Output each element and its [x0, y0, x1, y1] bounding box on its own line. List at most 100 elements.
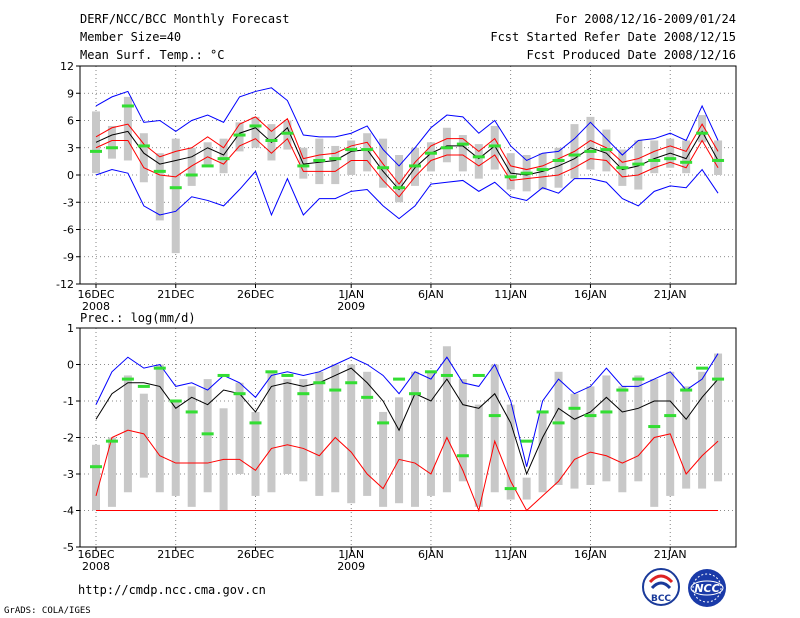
ensemble-box	[219, 138, 228, 174]
y-tick-label: 1	[67, 322, 74, 335]
ensemble-box	[315, 371, 324, 496]
ensemble-box	[522, 477, 531, 500]
observation-marker	[313, 158, 326, 162]
x-tick-year-label: 2009	[337, 300, 365, 313]
source-url[interactable]: http://cmdp.ncc.cma.gov.cn	[78, 583, 266, 597]
ncc-logo: NCC	[688, 569, 726, 607]
observation-marker	[409, 392, 421, 396]
ensemble-box	[698, 115, 707, 143]
y-tick-label: -6	[63, 224, 74, 237]
observation-marker	[424, 370, 437, 374]
ensemble-box	[139, 393, 148, 478]
observation-marker	[217, 373, 230, 377]
plot-frame	[79, 327, 737, 548]
ensemble-box	[554, 147, 563, 188]
ensemble-box	[187, 147, 196, 186]
observation-marker	[409, 164, 421, 168]
observation-marker	[377, 421, 390, 425]
observation-marker	[393, 186, 406, 190]
observation-marker	[536, 410, 549, 414]
ensemble-box	[107, 125, 116, 159]
ensemble-box	[139, 133, 148, 183]
observation-marker	[281, 131, 294, 135]
ensemble-box	[426, 142, 435, 172]
ensemble-box	[618, 386, 627, 493]
observation-marker	[600, 148, 613, 152]
ensemble-box	[267, 371, 276, 493]
observation-marker	[265, 370, 278, 374]
observation-marker	[584, 414, 597, 418]
y-tick-label: -4	[63, 505, 74, 518]
x-tick-label: 16JAN	[574, 548, 607, 561]
ensemble-box	[442, 127, 451, 163]
observation-marker	[90, 149, 102, 153]
y-tick-label: -9	[63, 251, 74, 264]
x-tick-label: 16JAN	[574, 288, 607, 301]
plot-frame	[79, 65, 737, 285]
observation-marker	[712, 158, 725, 162]
y-tick-label: -5	[63, 541, 74, 554]
x-tick-label: 26DEC	[237, 548, 274, 561]
ensemble-box	[235, 382, 244, 474]
observation-marker	[153, 169, 166, 173]
ensemble-box	[570, 393, 579, 489]
x-tick-label: 6JAN	[418, 288, 444, 301]
observation-marker	[105, 146, 118, 150]
ensemble-box	[155, 153, 164, 221]
observation-marker	[456, 454, 469, 458]
observation-marker	[185, 173, 198, 177]
observation-marker	[664, 157, 677, 161]
ensemble-box	[363, 371, 372, 496]
ensemble-box	[682, 140, 691, 174]
observation-marker	[137, 144, 150, 148]
ensemble-box	[123, 96, 132, 161]
bcc-logo-text: BCC	[651, 594, 671, 604]
ensemble-box	[123, 375, 132, 493]
x-tick-label: 1JAN	[338, 548, 364, 561]
ensemble-box	[395, 155, 404, 203]
precipitation-title: Prec.: log(mm/d)	[80, 311, 196, 325]
observation-marker	[696, 131, 709, 135]
observation-marker	[233, 133, 246, 137]
ensemble-box	[586, 386, 595, 485]
observation-marker	[377, 166, 390, 170]
forecast-period: For 2008/12/16-2009/01/24	[555, 12, 736, 26]
observation-marker	[616, 388, 629, 392]
ensemble-box	[171, 138, 180, 254]
ensemble-box	[235, 122, 244, 152]
x-tick-label: 21DEC	[157, 288, 194, 301]
ensemble-box	[426, 371, 435, 496]
y-tick-label: 12	[60, 60, 74, 73]
observation-marker	[185, 410, 198, 414]
observation-marker	[345, 381, 358, 385]
ensemble-box	[171, 401, 180, 496]
observation-marker	[297, 164, 310, 168]
ensemble-box	[92, 444, 100, 511]
observation-marker	[440, 146, 453, 150]
observation-marker	[568, 153, 581, 157]
observation-marker	[456, 142, 469, 146]
ensemble-box	[506, 404, 515, 500]
member-size: Member Size=40	[80, 30, 182, 44]
y-tick-label: -2	[63, 432, 74, 445]
chart-title: DERF/NCC/BCC Monthly Forecast	[80, 12, 290, 26]
max-envelope-line	[95, 87, 719, 167]
observation-marker	[664, 414, 677, 418]
lower-percentile-line	[95, 429, 719, 513]
ensemble-box	[490, 125, 499, 170]
observation-marker	[600, 410, 613, 414]
ensemble-box	[379, 138, 388, 188]
observation-marker	[504, 487, 517, 491]
x-tick-year-label: 2008	[82, 300, 110, 313]
min-envelope-line	[95, 168, 719, 220]
x-tick-label: 26DEC	[237, 288, 274, 301]
y-tick-label: 6	[67, 115, 74, 128]
observation-marker	[632, 162, 645, 166]
x-tick-year-label: 2009	[337, 560, 365, 573]
observation-marker	[105, 439, 118, 443]
observation-marker	[552, 158, 565, 162]
ensemble-box	[251, 411, 260, 496]
ensemble-box	[107, 437, 116, 507]
observation-marker	[616, 166, 629, 170]
observation-marker	[121, 377, 134, 381]
